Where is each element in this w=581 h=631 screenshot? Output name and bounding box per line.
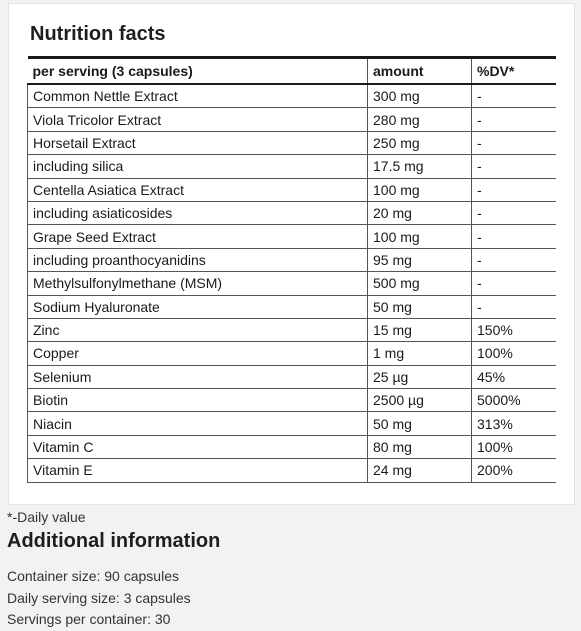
- daily-value-cell: -: [471, 131, 556, 156]
- nutrient-name-cell: Viola Tricolor Extract: [27, 107, 368, 132]
- daily-value-cell: 313%: [471, 411, 556, 436]
- list-item-container-size: Container size: 90 capsules: [7, 568, 179, 584]
- amount-cell: 17.5 mg: [367, 154, 472, 179]
- nutrient-name-cell: including silica: [27, 154, 368, 179]
- amount-cell: 100 mg: [367, 178, 472, 202]
- table-row: Methylsulfonylmethane (MSM) 500 mg -: [27, 271, 556, 296]
- table-row: Centella Asiatica Extract 100 mg -: [27, 178, 556, 202]
- table-row: including proanthocyanidins 95 mg -: [27, 248, 556, 273]
- daily-value-cell: 45%: [471, 365, 556, 390]
- amount-cell: 300 mg: [367, 84, 472, 109]
- nutrient-name-cell: Common Nettle Extract: [27, 84, 368, 109]
- column-header-dv: %DV*: [471, 56, 556, 85]
- nutrition-facts-card: Nutrition facts per serving (3 capsules)…: [8, 3, 575, 505]
- table-row: Zinc 15 mg 150%: [27, 318, 556, 343]
- nutrient-name-cell: including asiaticosides: [27, 201, 368, 226]
- daily-value-cell: -: [471, 84, 556, 109]
- list-item-servings-per-container: Servings per container: 30: [7, 611, 171, 627]
- daily-value-cell: -: [471, 107, 556, 132]
- additional-info-list: Container size: 90 capsules Daily servin…: [7, 566, 191, 631]
- amount-cell: 95 mg: [367, 248, 472, 273]
- table-row: including silica 17.5 mg -: [27, 154, 556, 179]
- table-row: Niacin 50 mg 313%: [27, 411, 556, 436]
- table-header-row: per serving (3 capsules) amount %DV*: [27, 56, 556, 85]
- table-row: Grape Seed Extract 100 mg -: [27, 224, 556, 249]
- daily-value-cell: -: [471, 224, 556, 249]
- nutrition-facts-title: Nutrition facts: [30, 23, 166, 45]
- daily-value-cell: -: [471, 178, 556, 202]
- nutrient-name-cell: Vitamin C: [27, 435, 368, 460]
- nutrition-table: per serving (3 capsules) amount %DV* Com…: [27, 56, 556, 483]
- daily-value-footnote: *-Daily value: [7, 509, 86, 525]
- daily-value-cell: 200%: [471, 458, 556, 483]
- nutrient-name-cell: Grape Seed Extract: [27, 224, 368, 249]
- amount-cell: 80 mg: [367, 435, 472, 460]
- amount-cell: 50 mg: [367, 295, 472, 319]
- nutrient-name-cell: Centella Asiatica Extract: [27, 178, 368, 202]
- daily-value-cell: -: [471, 201, 556, 226]
- table-row: Sodium Hyaluronate 50 mg -: [27, 295, 556, 319]
- nutrient-name-cell: Horsetail Extract: [27, 131, 368, 156]
- amount-cell: 25 µg: [367, 365, 472, 390]
- nutrient-name-cell: Copper: [27, 341, 368, 366]
- table-row: Viola Tricolor Extract 280 mg -: [27, 107, 556, 132]
- amount-cell: 100 mg: [367, 224, 472, 249]
- table-row: Vitamin C 80 mg 100%: [27, 435, 556, 460]
- amount-cell: 15 mg: [367, 318, 472, 343]
- column-header-amount: amount: [367, 56, 472, 85]
- amount-cell: 50 mg: [367, 411, 472, 436]
- table-row: including asiaticosides 20 mg -: [27, 201, 556, 226]
- table-row: Selenium 25 µg 45%: [27, 365, 556, 390]
- table-row: Biotin 2500 µg 5000%: [27, 388, 556, 413]
- daily-value-cell: -: [471, 295, 556, 319]
- column-header-serving: per serving (3 capsules): [27, 56, 368, 85]
- daily-value-cell: 100%: [471, 435, 556, 460]
- amount-cell: 24 mg: [367, 458, 472, 483]
- daily-value-cell: 5000%: [471, 388, 556, 413]
- nutrient-name-cell: Biotin: [27, 388, 368, 413]
- nutrient-name-cell: Niacin: [27, 411, 368, 436]
- amount-cell: 500 mg: [367, 271, 472, 296]
- daily-value-cell: 100%: [471, 341, 556, 366]
- table-row: Common Nettle Extract 300 mg -: [27, 84, 556, 109]
- nutrient-name-cell: Zinc: [27, 318, 368, 343]
- amount-cell: 280 mg: [367, 107, 472, 132]
- daily-value-cell: -: [471, 248, 556, 273]
- list-item-daily-serving: Daily serving size: 3 capsules: [7, 589, 191, 606]
- amount-cell: 1 mg: [367, 341, 472, 366]
- nutrient-name-cell: Methylsulfonylmethane (MSM): [27, 271, 368, 296]
- nutrient-name-cell: Selenium: [27, 365, 368, 390]
- table-row: Vitamin E 24 mg 200%: [27, 458, 556, 483]
- nutrient-name-cell: Vitamin E: [27, 458, 368, 483]
- nutrient-name-cell: Sodium Hyaluronate: [27, 295, 368, 319]
- daily-value-cell: -: [471, 271, 556, 296]
- nutrient-name-cell: including proanthocyanidins: [27, 248, 368, 273]
- amount-cell: 250 mg: [367, 131, 472, 156]
- additional-info-title: Additional information: [7, 530, 221, 552]
- table-row: Copper 1 mg 100%: [27, 341, 556, 366]
- amount-cell: 2500 µg: [367, 388, 472, 413]
- daily-value-cell: 150%: [471, 318, 556, 343]
- daily-value-cell: -: [471, 154, 556, 179]
- amount-cell: 20 mg: [367, 201, 472, 226]
- table-row: Horsetail Extract 250 mg -: [27, 131, 556, 156]
